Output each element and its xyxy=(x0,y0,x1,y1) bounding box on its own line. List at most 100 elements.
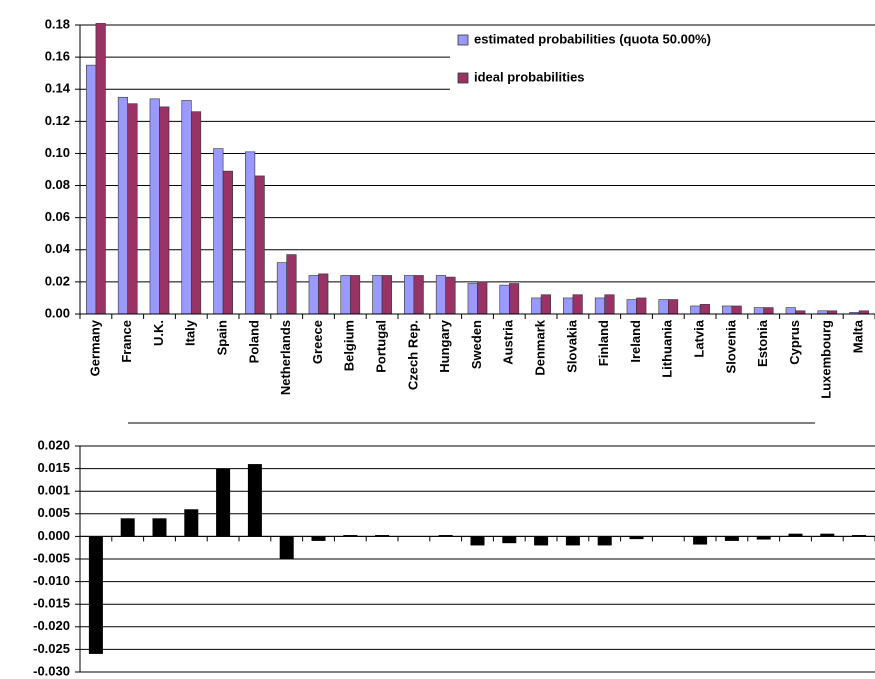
bar xyxy=(470,536,485,546)
x-tick-label: Cyprus xyxy=(787,320,802,365)
y-tick-label: -0.005 xyxy=(33,550,70,565)
bar xyxy=(731,305,742,315)
bar xyxy=(311,536,326,541)
bar xyxy=(756,536,771,540)
bar xyxy=(375,535,390,537)
bar xyxy=(597,536,612,546)
bar xyxy=(127,103,138,315)
bar xyxy=(788,533,803,537)
bar xyxy=(565,536,580,546)
bar xyxy=(159,106,170,315)
bar xyxy=(563,297,574,315)
x-tick-label: U.K. xyxy=(151,320,166,346)
x-tick-label: Luxembourg xyxy=(819,320,834,399)
bar xyxy=(120,518,135,537)
bar xyxy=(467,283,478,315)
bar xyxy=(499,284,510,315)
bar xyxy=(604,294,615,315)
x-tick-label: Hungary xyxy=(437,319,452,373)
bar xyxy=(247,464,262,537)
y-tick-label: 0.000 xyxy=(37,528,70,543)
x-tick-label: Lithuania xyxy=(660,319,675,378)
x-tick-label: Germany xyxy=(87,319,102,376)
y-tick-label: -0.010 xyxy=(33,573,70,588)
bar xyxy=(184,509,199,537)
y-tick-label: -0.025 xyxy=(33,641,70,656)
bar xyxy=(445,276,456,315)
bar xyxy=(340,275,351,315)
bar xyxy=(372,275,383,315)
y-tick-label: -0.020 xyxy=(33,618,70,633)
x-tick-label: Spain xyxy=(215,320,230,355)
x-tick-label: Estonia xyxy=(755,319,770,367)
x-tick-label: Latvia xyxy=(692,319,707,357)
legend-label: ideal probabilities xyxy=(474,69,585,84)
legend-box xyxy=(450,26,875,92)
y-tick-label: 0.020 xyxy=(37,437,70,452)
bar xyxy=(438,535,453,537)
bar xyxy=(724,536,739,541)
x-tick-label: Belgium xyxy=(342,320,357,371)
bar xyxy=(318,273,329,315)
bar xyxy=(216,468,231,537)
bar xyxy=(534,536,549,546)
y-tick-label: 0.10 xyxy=(45,145,70,160)
bar xyxy=(477,281,488,315)
bar xyxy=(572,294,583,315)
bar xyxy=(820,533,835,537)
y-tick-label: 0.08 xyxy=(45,177,70,192)
bar xyxy=(279,536,294,559)
x-tick-label: Slovakia xyxy=(564,319,579,373)
bar xyxy=(276,262,288,315)
bar xyxy=(540,294,551,315)
x-tick-label: Ireland xyxy=(628,320,643,363)
x-tick-label: Netherlands xyxy=(278,320,293,395)
bar xyxy=(785,307,796,315)
bar xyxy=(181,100,192,315)
bar xyxy=(222,170,233,315)
bar xyxy=(88,536,103,654)
legend-swatch xyxy=(457,34,469,46)
bar xyxy=(404,275,415,315)
x-tick-label: Poland xyxy=(246,320,261,363)
bar xyxy=(95,23,106,315)
y-tick-label: 0.015 xyxy=(37,460,70,475)
bar xyxy=(191,111,202,315)
bar xyxy=(254,175,265,315)
bar xyxy=(286,254,297,315)
bar xyxy=(413,275,424,315)
bar xyxy=(117,96,129,315)
bar xyxy=(86,64,97,315)
bar xyxy=(852,535,867,537)
y-tick-label: 0.00 xyxy=(45,305,70,320)
y-tick-label: -0.030 xyxy=(33,663,70,678)
y-tick-label: 0.06 xyxy=(45,209,70,224)
x-tick-label: Finland xyxy=(596,320,611,366)
y-tick-label: 0.16 xyxy=(45,49,70,64)
legend-label: estimated probabilities (quota 50.00%) xyxy=(474,31,711,46)
x-tick-label: Greece xyxy=(310,320,325,364)
bar xyxy=(763,307,774,315)
bar xyxy=(658,299,669,315)
bar xyxy=(149,98,160,315)
x-tick-label: Denmark xyxy=(533,319,548,375)
bar xyxy=(381,275,392,315)
x-tick-label: Malta xyxy=(851,319,866,353)
y-tick-label: 0.001 xyxy=(37,483,70,498)
bar xyxy=(152,518,167,537)
x-tick-label: Italy xyxy=(183,319,198,346)
y-tick-label: 0.04 xyxy=(45,241,71,256)
y-tick-label: 0.02 xyxy=(45,273,70,288)
y-tick-label: 0.12 xyxy=(45,113,70,128)
x-tick-label: Austria xyxy=(501,319,516,365)
bar xyxy=(308,275,319,315)
bar xyxy=(699,304,710,315)
bar xyxy=(753,307,764,315)
bar xyxy=(508,283,520,315)
bar xyxy=(722,305,733,315)
bar xyxy=(636,297,647,315)
bar xyxy=(693,536,708,545)
x-tick-label: Portugal xyxy=(374,320,389,373)
bar xyxy=(213,148,224,315)
